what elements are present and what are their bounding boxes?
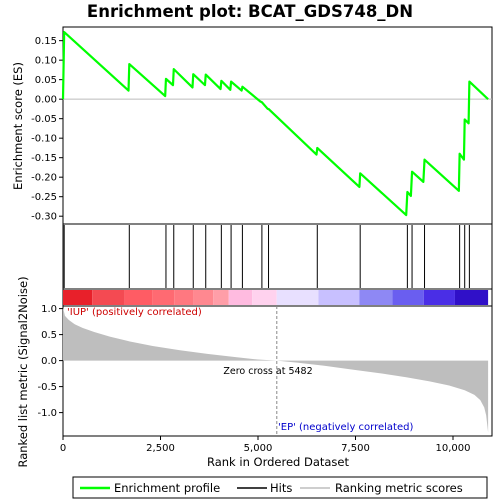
color-bar-segment [63,290,93,305]
hits-frame [62,223,493,290]
color-bar-segment [276,290,319,305]
ranking-metric-area [63,307,489,433]
metric-x-label: Rank in Ordered Dataset [207,455,350,469]
color-bar-segment [174,290,194,305]
es-y-label: Enrichment score (ES) [11,62,25,190]
es-y-tick-label: -0.25 [31,192,57,203]
metric-y-axis: 1.0 0.5 0.0 -0.5 -1.0 [37,304,63,419]
color-bar-segment [92,290,125,305]
es-y-tick-label: 0.05 [35,75,57,86]
enrichment-profile-line [61,30,489,217]
metric-x-tick-label: 5,000 [244,443,273,454]
hits-panel [62,223,493,290]
metric-y-tick-label: 0.0 [41,356,57,367]
metric-x-tick-label: 7,500 [341,443,370,454]
legend-ranking-metric-label: Ranking metric scores [335,481,463,495]
es-plot-frame [62,26,493,225]
legend-frame [72,476,488,499]
es-y-tick-label: -0.30 [31,212,57,223]
es-y-tick-label: -0.10 [31,134,57,145]
color-bar-segment [359,290,393,305]
metric-x-tick-label: 0 [60,443,66,454]
color-bar-segment [392,290,424,305]
metric-x-tick-label: 10,000 [436,443,471,454]
color-bar-segment [152,290,175,305]
legend-hits-label: Hits [270,481,292,495]
color-bar-segment [193,290,214,305]
color-bar-segment [124,290,153,305]
es-y-tick-label: 0.15 [35,36,57,47]
es-y-tick-label: 0.00 [35,95,57,106]
color-bar-segment [423,290,455,305]
ranked-list-color-bar [62,288,493,307]
positive-correlation-label: 'IUP' (positively correlated) [67,307,202,318]
ranked-metric-panel: 1.0 0.5 0.0 -0.5 -1.0 0 2,500 5,000 7,500 10,000… [16,276,493,469]
es-y-axis: 0.15 0.10 0.05 0.00 -0.05 -0.10 -0.15 -0.20 -0.2… [31,36,63,223]
metric-y-tick-label: 1.0 [41,304,57,315]
legend-enrichment-profile-label: Enrichment profile [114,481,220,495]
metric-y-tick-label: -0.5 [37,382,57,393]
metric-y-label: Ranked list metric (Signal2Noise) [16,276,30,467]
metric-y-tick-label: 0.5 [41,330,57,341]
color-bar-segment [318,290,360,305]
metric-y-tick-label: -1.0 [37,408,57,419]
color-bar-segment [252,290,277,305]
legend: Enrichment profile Hits Ranking metric s… [72,476,488,499]
metric-x-tick-label: 2,500 [146,443,175,454]
color-bar-segment [454,290,489,305]
hit-marks [63,225,470,288]
zero-cross-label: Zero cross at 5482 [223,366,312,377]
es-y-tick-label: -0.05 [31,114,57,125]
es-y-tick-label: 0.10 [35,56,57,67]
chart-title: Enrichment plot: BCAT_GDS748_DN [87,2,413,21]
enrichment-score-panel: 0.15 0.10 0.05 0.00 -0.05 -0.10 -0.15 -0.20 -0.2… [11,26,493,225]
color-bar-segment [213,290,229,305]
color-bar-segment [228,290,253,305]
es-y-tick-label: -0.20 [31,173,57,184]
es-y-tick-label: -0.15 [31,153,57,164]
negative-correlation-label: 'EP' (negatively correlated) [278,422,413,433]
metric-x-axis: 0 2,500 5,000 7,500 10,000 [60,436,471,454]
